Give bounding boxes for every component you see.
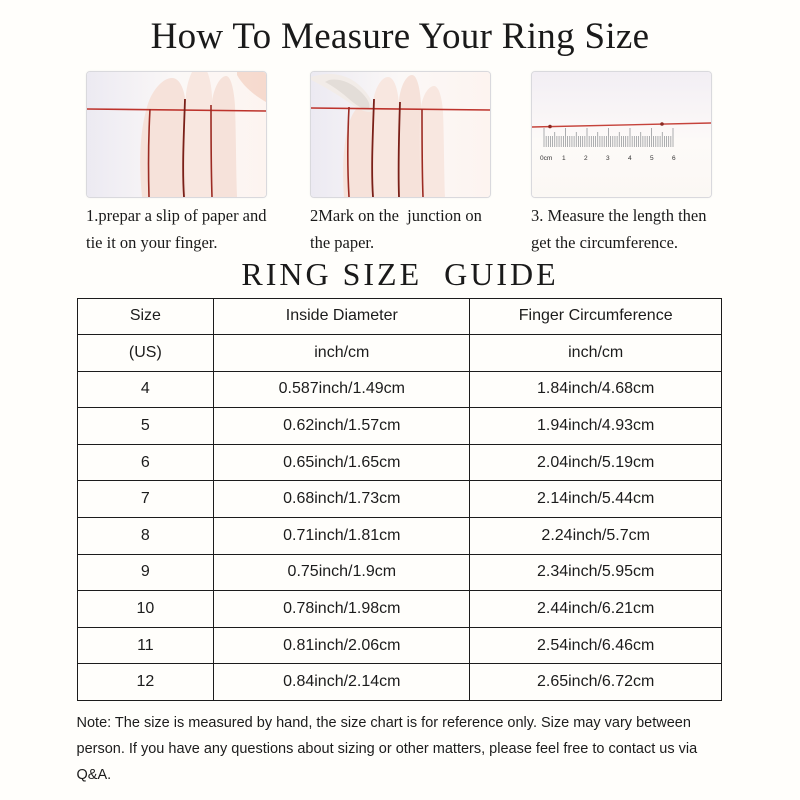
svg-text:5: 5 [650,155,654,162]
svg-text:2: 2 [584,155,588,162]
svg-text:3: 3 [606,155,610,162]
svg-text:6: 6 [672,155,676,162]
svg-text:0cm: 0cm [540,155,552,162]
svg-text:4: 4 [628,155,632,162]
svg-text:1: 1 [562,155,566,162]
